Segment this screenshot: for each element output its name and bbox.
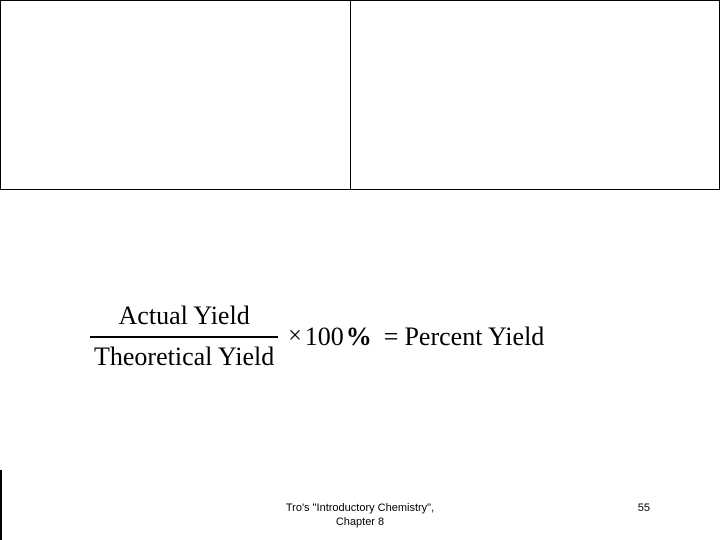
multiply-symbol: × (288, 323, 302, 350)
fraction-numerator: Actual Yield (115, 300, 254, 333)
left-border-tick (0, 470, 2, 540)
top-left-box (0, 0, 350, 190)
footer-page-number: 55 (638, 502, 650, 514)
result-label: Percent Yield (404, 322, 544, 352)
top-right-box (350, 0, 720, 190)
slide-footer: Tro's "Introductory Chemistry", Chapter … (0, 502, 720, 532)
hundred-value: 100 (305, 322, 344, 352)
footer-source-line1: Tro's "Introductory Chemistry", (286, 502, 434, 514)
footer-source-line2: Chapter 8 (336, 516, 384, 528)
fraction-denominator: Theoretical Yield (90, 341, 278, 374)
top-boxes-row (0, 0, 720, 190)
percent-yield-formula: Actual Yield Theoretical Yield × 100 % =… (90, 300, 544, 373)
fraction-bar (90, 336, 278, 338)
fraction: Actual Yield Theoretical Yield (90, 300, 278, 373)
equals-symbol: = (384, 322, 399, 352)
footer-source: Tro's "Introductory Chemistry", Chapter … (286, 502, 434, 530)
slide-page: Actual Yield Theoretical Yield × 100 % =… (0, 0, 720, 540)
percent-symbol: % (346, 322, 372, 352)
